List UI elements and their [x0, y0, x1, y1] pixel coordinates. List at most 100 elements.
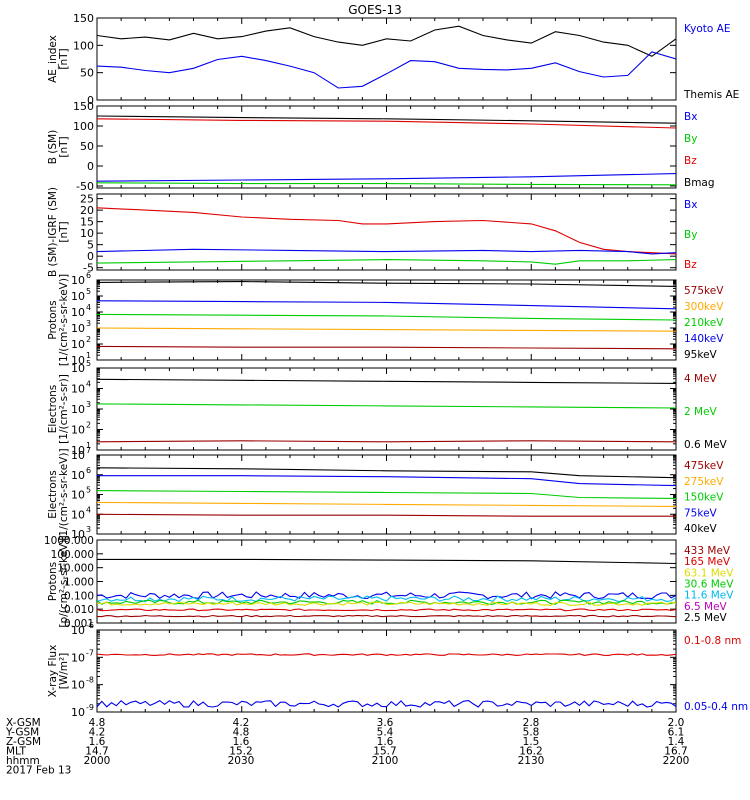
legend-entry: 475keV — [684, 460, 724, 472]
legend-entry: 2 MeV — [684, 406, 718, 418]
y-tick-exponent: 3 — [86, 525, 91, 534]
y-tick-label: 0 — [87, 250, 94, 263]
y-tick-exponent: 6 — [86, 466, 91, 475]
y-tick-label: 10 — [71, 651, 85, 664]
y-tick-label: 100 — [73, 39, 94, 52]
series-line-140kev — [97, 300, 676, 310]
y-axis-label: [1/(cm²-s-sr-keV)] — [58, 448, 70, 540]
y-tick-label: 10 — [71, 679, 85, 692]
y-tick-label: 25 — [80, 193, 94, 206]
y-tick-label: 10 — [80, 227, 94, 240]
y-axis-label: Protons — [47, 300, 59, 339]
y-tick-label: 150 — [73, 100, 94, 113]
y-tick-label: 10 — [71, 290, 85, 303]
y-axis-label: [W/m²] — [58, 653, 70, 690]
legend-entry: 0.6 MeV — [684, 439, 728, 451]
legend-entry: 6.5 MeV — [684, 601, 728, 613]
legend-entry: By — [684, 229, 697, 241]
y-tick-label: 10 — [71, 489, 85, 502]
y-tick-label: 10 — [71, 469, 85, 482]
y-tick-exponent: -7 — [86, 648, 94, 657]
panel-7: 10-910-810-710 -6X-ray Flux [W/m²]0.1-0.8 … — [47, 621, 748, 719]
ephemeris-label: MLT — [6, 746, 26, 758]
y-tick-label: 50 — [80, 67, 94, 80]
y-tick-exponent: 1 — [86, 351, 91, 360]
chart-title: GOES-13 — [348, 3, 402, 17]
series-line-75kev — [97, 475, 676, 487]
legend-entry: 95keV — [684, 349, 718, 361]
series-line-2-5-mev — [97, 558, 676, 565]
legend-entry: 300keV — [684, 301, 724, 313]
ephemeris-value: 1.4 — [668, 736, 685, 748]
series-line-4-mev — [97, 440, 676, 443]
series-line-bx — [97, 173, 676, 182]
ephemeris-value: 4.8 — [233, 727, 250, 739]
y-tick-label: 10 — [71, 322, 85, 335]
ephemeris-value: 2030 — [228, 755, 255, 767]
series-line-63-1-mev — [97, 601, 676, 606]
y-tick-label: 10 — [71, 274, 85, 287]
y-tick-label: 10 — [71, 624, 85, 637]
y-tick-exponent: 4 — [86, 380, 91, 389]
legend-entry: Bz — [684, 155, 697, 167]
series-line-433-mev — [97, 614, 676, 618]
series-line-95kev — [97, 281, 676, 287]
ephemeris-value: 1.5 — [523, 736, 540, 748]
y-tick-label: 10 — [71, 338, 85, 351]
legend-entry: Bz — [684, 259, 697, 271]
y-tick-label: 100 — [73, 120, 94, 133]
ephemeris-value: 1.6 — [233, 736, 250, 748]
y-tick-exponent: -8 — [86, 676, 94, 685]
ephemeris-value: 16.7 — [664, 746, 687, 758]
legend-entry: 0.1-0.8 nm — [684, 635, 741, 647]
y-tick-exponent: 5 — [86, 486, 91, 495]
legend-entry: 11.6 MeV — [684, 590, 734, 602]
y-tick-label: 10 — [71, 508, 85, 521]
y-axis-label: B (SM) — [47, 130, 59, 164]
y-tick-label: 1.000 — [64, 577, 94, 589]
y-tick-label: 1000.000 — [44, 535, 94, 547]
ephemeris-value: 6.1 — [668, 727, 685, 739]
y-tick-label: -50 — [76, 180, 94, 193]
series-line-300kev — [97, 327, 676, 332]
series-line-bmag — [97, 115, 676, 124]
y-tick-label: 150 — [73, 12, 94, 25]
series-line-bz — [97, 207, 676, 255]
y-axis-label: Protons — [47, 562, 59, 601]
legend-entry: Themis AE — [683, 89, 739, 101]
legend-entry: 4 MeV — [684, 373, 718, 385]
y-tick-exponent: -6 — [86, 621, 94, 630]
legend-entry: 210keV — [684, 317, 724, 329]
ephemeris-value: 4.2 — [233, 717, 250, 729]
series-line-40kev — [97, 467, 676, 479]
ephemeris-value: 2000 — [84, 755, 111, 767]
y-axis-label: Electrons — [47, 470, 59, 519]
y-tick-label: 0 — [87, 160, 94, 173]
ephemeris-value: 14.7 — [85, 746, 108, 758]
ephemeris-value: 1.6 — [89, 736, 106, 748]
y-axis-label: [nT] — [58, 221, 70, 242]
panel-frame — [96, 17, 677, 101]
series-line-575kev — [97, 345, 676, 350]
y-tick-label: 10 — [71, 354, 85, 367]
y-tick-exponent: 3 — [86, 319, 91, 328]
y-tick-label: 10.000 — [57, 563, 94, 575]
y-tick-label: 0.001 — [64, 618, 94, 630]
y-tick-label: 10 — [71, 362, 85, 375]
ephemeris-value: 4.2 — [89, 727, 106, 739]
legend-entry: 275keV — [684, 476, 724, 488]
y-tick-label: 10 — [71, 444, 85, 457]
y-tick-label: 50 — [80, 140, 94, 153]
series-line-165-mev — [97, 608, 676, 612]
y-axis-label: [p/(cm²-s-sr-keV)] — [58, 535, 70, 627]
series-line-150kev — [97, 490, 676, 499]
legend-entry: 40keV — [684, 523, 718, 535]
series-line-themis-ae — [97, 51, 676, 89]
y-tick-exponent: -9 — [86, 703, 94, 712]
y-tick-exponent: 2 — [86, 421, 91, 430]
series-line-11-6-mev — [97, 595, 676, 603]
legend-entry: Bx — [684, 199, 697, 211]
legend-entry: 75keV — [684, 507, 718, 519]
